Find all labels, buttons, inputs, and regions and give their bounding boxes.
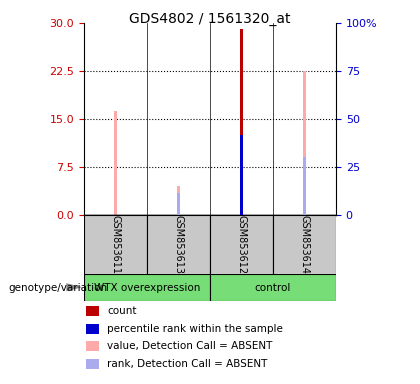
Text: control: control xyxy=(255,283,291,293)
Bar xyxy=(84,274,210,301)
Bar xyxy=(177,193,180,215)
Text: GDS4802 / 1561320_at: GDS4802 / 1561320_at xyxy=(129,12,291,26)
Bar xyxy=(177,186,181,215)
Bar xyxy=(240,135,244,215)
Bar xyxy=(210,215,273,275)
Text: value, Detection Call = ABSENT: value, Detection Call = ABSENT xyxy=(107,341,273,351)
Text: GSM853613: GSM853613 xyxy=(173,215,184,274)
Bar xyxy=(303,157,306,215)
Polygon shape xyxy=(66,283,82,291)
Text: GSM853614: GSM853614 xyxy=(299,215,310,274)
Bar xyxy=(273,215,336,275)
Bar xyxy=(240,30,243,215)
Text: genotype/variation: genotype/variation xyxy=(8,283,108,293)
Text: percentile rank within the sample: percentile rank within the sample xyxy=(107,324,283,334)
Text: GSM853611: GSM853611 xyxy=(110,215,121,274)
Bar xyxy=(113,111,118,215)
Text: GSM853612: GSM853612 xyxy=(236,215,247,274)
Text: count: count xyxy=(107,306,136,316)
Text: WTX overexpression: WTX overexpression xyxy=(94,283,200,293)
Bar xyxy=(84,215,147,275)
Text: rank, Detection Call = ABSENT: rank, Detection Call = ABSENT xyxy=(107,359,268,369)
Bar xyxy=(147,215,210,275)
Bar xyxy=(303,71,307,215)
Bar xyxy=(210,274,336,301)
